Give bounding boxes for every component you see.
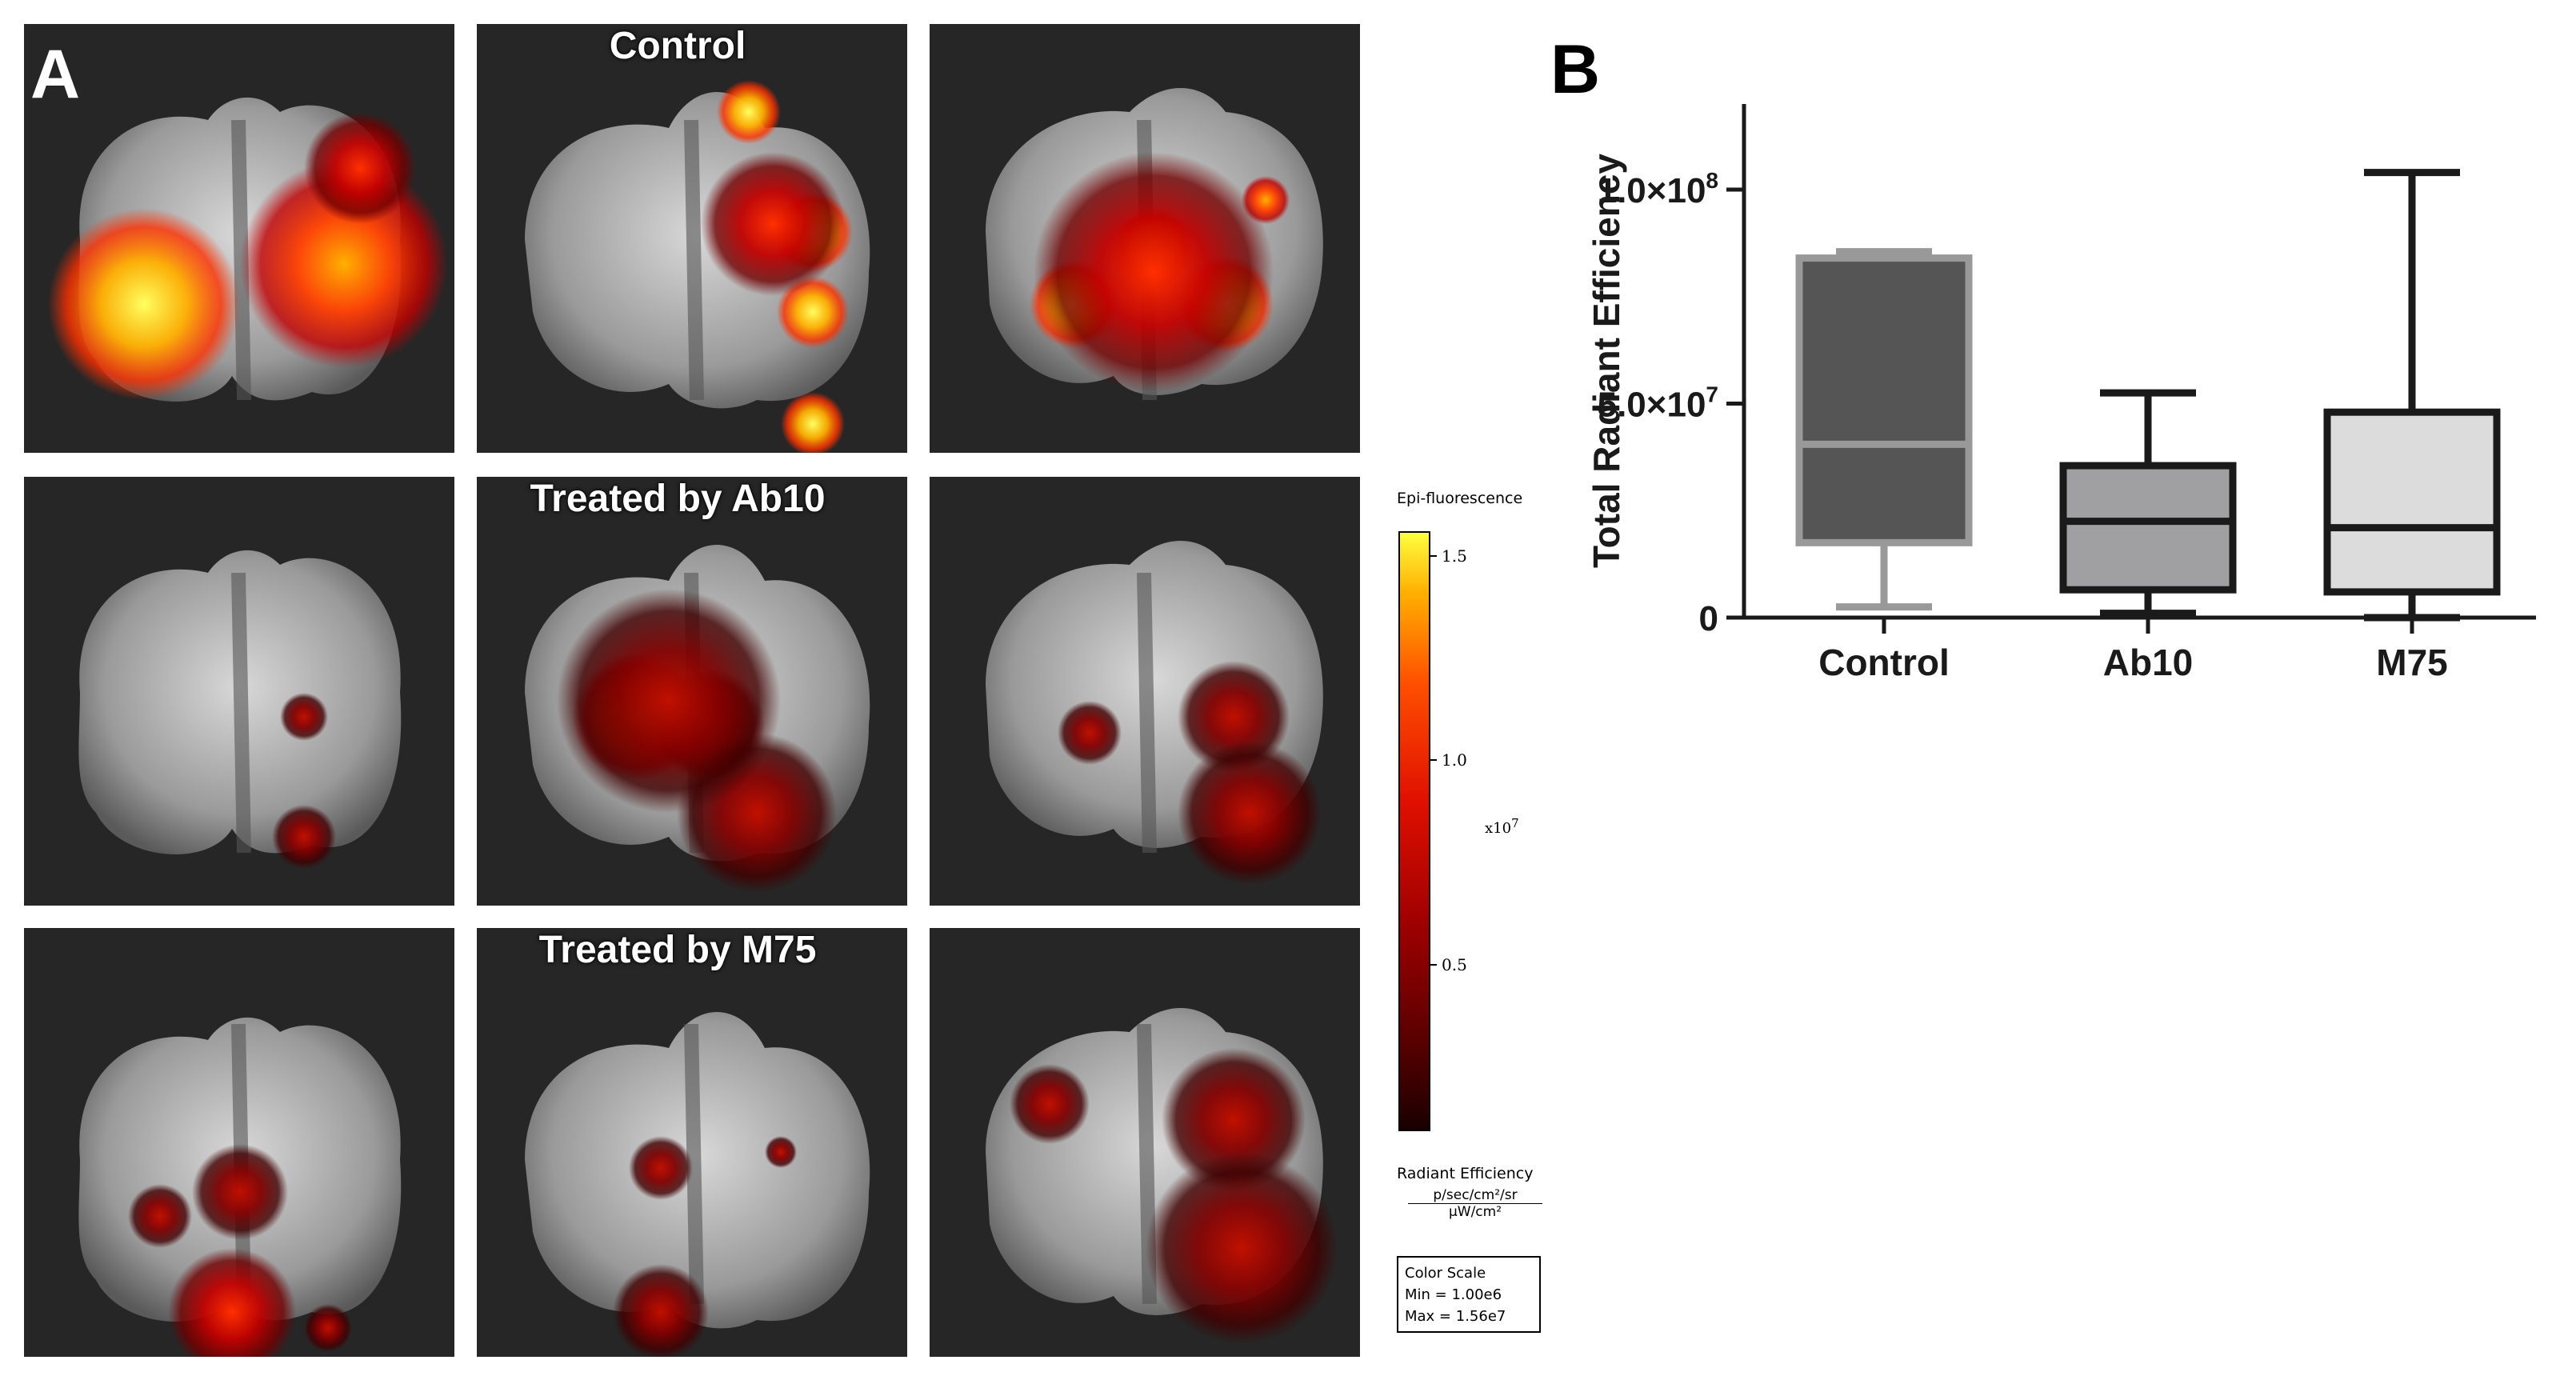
lung-image [24,928,454,1357]
lung-image-tile [24,928,454,1357]
fluorescence-spot [557,589,781,813]
fluorescence-spot [629,1136,693,1200]
panel-b-letter: B [1550,31,1601,108]
x-tick-label: Control [1818,642,1950,683]
colorbar-tick-mark [1429,554,1437,557]
fluorescence-spot [304,112,416,224]
row-title-ab10: Treated by Ab10 [530,478,826,520]
radiant-efficiency-label: Radiant Efficiency [1397,1165,1534,1182]
fluorescence-spot [192,1144,288,1240]
lung-image-tile [477,24,907,453]
lung-image [477,477,907,906]
lung-image [477,24,907,453]
color-scale-box: Color Scale Min = 1.00e6 Max = 1.56e7 [1397,1256,1541,1333]
colorbar-tick-label: 1.0 [1442,750,1467,770]
fluorescence-spot [613,1264,709,1357]
lung-image-tile [477,477,907,906]
colorbar-legend: Epi-fluorescence 1.5 1.0 0.5 x107 Radiant … [1392,480,1584,1360]
box-control [1795,248,1973,611]
iqr-box [2323,408,2501,596]
fluorescence-spot [1010,1064,1090,1144]
colorbar-exponent: x107 [1485,816,1519,837]
colorbar-tick-label: 1.5 [1442,546,1467,566]
lung-image-tile [930,477,1360,906]
lung-image-tile [477,928,907,1357]
x-tick-label: M75 [2376,642,2447,683]
colorbar-title: Epi-fluorescence [1397,490,1523,507]
colorbar-tick-label: 0.5 [1442,954,1467,974]
fluorescence-spot [1178,741,1322,885]
fluorescence-spot [765,1136,797,1168]
fluorescence-spot [777,276,849,348]
y-tick-label: 0 [1699,599,1718,638]
colorbar-gradient [1398,531,1430,1131]
lung-image [24,24,454,453]
panel-a-letter: A [30,36,81,113]
y-tick-label: 1.0×108 [1598,168,1718,210]
fluorescence-spot [1146,1152,1338,1344]
y-tick-label: 5.0×107 [1598,382,1718,425]
iqr-box [2059,462,2237,594]
fluorescence-spot [1034,152,1274,392]
fluorescence-spot [48,208,240,400]
lung-image-tile [930,24,1360,453]
lung-image-tile [930,928,1360,1357]
fluorescence-spot [240,160,448,368]
lung-image [24,477,454,906]
color-scale-min: Min = 1.00e6 [1405,1286,1502,1303]
lung-image [930,928,1360,1357]
lung-image [477,928,907,1357]
box-ab10 [2059,389,2237,618]
fluorescence-spot [781,392,845,453]
radiant-efficiency-units: p/sec/cm²/sr μW/cm² [1395,1187,1555,1220]
fluorescence-spot [168,1248,296,1357]
iqr-box [1795,254,1973,546]
color-scale-heading: Color Scale [1405,1265,1486,1282]
fluorescence-spot [717,80,781,144]
fluorescence-spot [304,1304,352,1352]
y-axis-label: Total Radiant Efficiency [1586,154,1627,568]
units-denominator: μW/cm² [1448,1204,1502,1220]
colorbar-tick-mark [1429,963,1437,966]
row-title-m75: Treated by M75 [538,929,817,971]
units-numerator: p/sec/cm²/sr [1408,1187,1542,1204]
fluorescence-spot [1058,701,1122,765]
fluorescence-spot [280,693,328,741]
colorbar-tick-mark [1429,759,1437,762]
lung-image [930,24,1360,453]
fluorescence-spot [272,805,336,869]
colorbar-exponent-power: 7 [1511,816,1519,830]
lung-image-tile [24,24,454,453]
fluorescence-spot [1162,1048,1306,1192]
x-tick-label: Ab10 [2103,642,2193,683]
lung-image-tile [24,477,454,906]
fluorescence-spot [701,152,845,296]
row-title-control: Control [609,25,746,67]
fluorescence-spot [128,1184,192,1248]
lung-image [930,477,1360,906]
colorbar-exponent-base: x10 [1485,820,1512,837]
box-m75 [2323,169,2501,622]
color-scale-max: Max = 1.56e7 [1405,1308,1506,1325]
